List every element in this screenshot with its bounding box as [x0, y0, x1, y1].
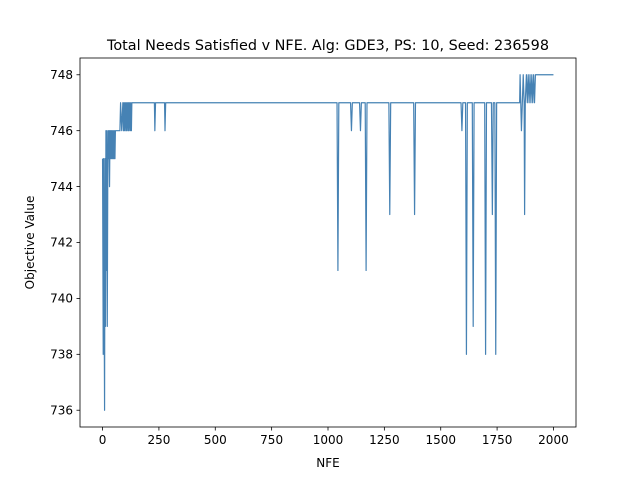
y-tick-label: 746: [50, 124, 73, 138]
y-tick-label: 742: [50, 236, 73, 250]
x-tick-label: 500: [204, 433, 227, 447]
chart-title: Total Needs Satisfied v NFE. Alg: GDE3, …: [106, 38, 549, 54]
plot-line-layer: [101, 74, 554, 411]
x-tick-label: 1750: [482, 433, 513, 447]
x-tick-label: 750: [260, 433, 283, 447]
y-tick-label: 748: [50, 68, 73, 82]
series-line-0: [101, 74, 554, 411]
x-tick-label: 1500: [425, 433, 456, 447]
x-tick-label: 1250: [369, 433, 400, 447]
x-tick-label: 2000: [538, 433, 569, 447]
x-tick-label: 250: [147, 433, 170, 447]
x-tick-label: 0: [99, 433, 107, 447]
y-tick-label: 744: [50, 180, 73, 194]
x-tick-label: 1000: [313, 433, 344, 447]
y-axis-title: Objective Value: [23, 196, 37, 290]
x-axis-title: NFE: [316, 456, 339, 470]
y-tick-label: 736: [50, 403, 73, 417]
ticks-layer: 0 250 500 750 1000 1250 1500 1750 2000 736 738 740 7…: [50, 68, 569, 447]
y-tick-label: 738: [50, 348, 73, 362]
y-tick-label: 740: [50, 292, 73, 306]
